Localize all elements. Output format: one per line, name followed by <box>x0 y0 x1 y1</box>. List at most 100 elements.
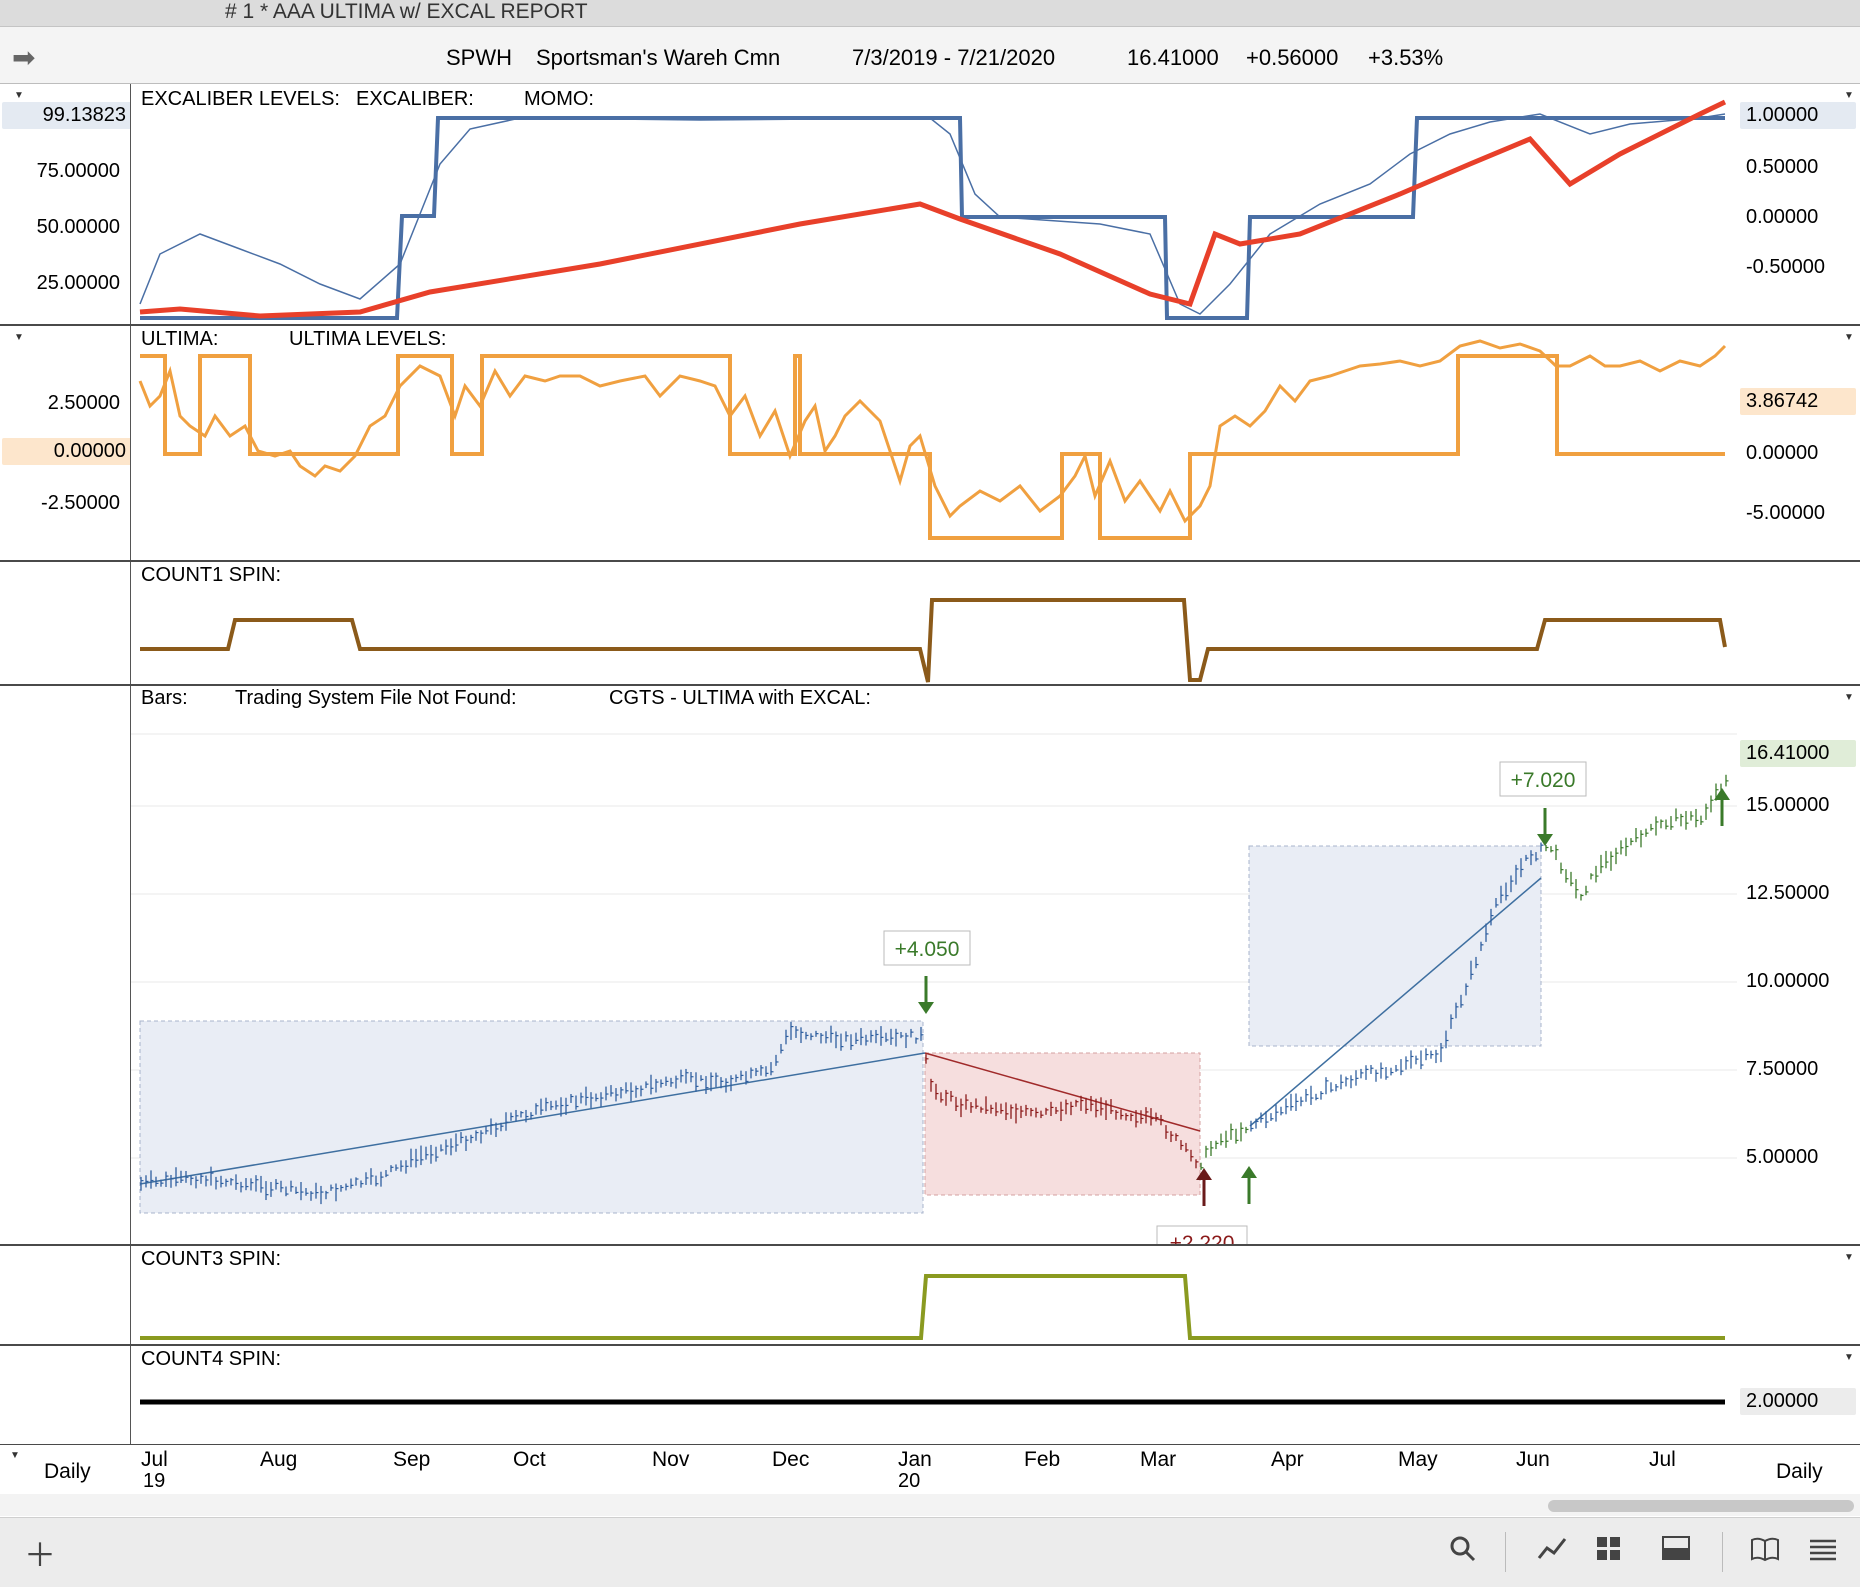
toolbar-separator <box>1722 1532 1723 1572</box>
count4-right-axis: ▼ 2.00000 <box>1738 1346 1860 1444</box>
period-right[interactable]: Daily <box>1776 1460 1823 1483</box>
count3-chart-svg <box>140 1274 1725 1340</box>
price-change-pct: +3.53% <box>1368 45 1444 70</box>
excal-right-tick: 0.00000 <box>1746 206 1819 228</box>
count4-left-axis <box>0 1346 129 1444</box>
trade-arrow-up-1 <box>1196 1168 1212 1206</box>
month-label: Mar <box>1140 1448 1177 1471</box>
collapse-triangle-icon[interactable]: ▼ <box>1844 332 1854 343</box>
collapse-triangle-icon[interactable]: ▼ <box>1844 90 1854 101</box>
count1-spin-line <box>140 598 1727 683</box>
legend-count1: COUNT1 SPIN: <box>141 564 282 586</box>
window-title: # 1 * AAA ULTIMA w/ EXCAL REPORT <box>225 0 588 23</box>
momo-line <box>139 99 1727 319</box>
excal-right-tag: 1.00000 <box>1740 102 1856 129</box>
plus-icon[interactable]: ＋ <box>24 1537 57 1573</box>
time-axis[interactable]: ▼ Daily Jul 19 Aug Sep Oct Nov Dec Jan 2… <box>0 1446 1860 1495</box>
window-titlebar: # 1 * AAA ULTIMA w/ EXCAL REPORT <box>0 0 1860 27</box>
menu-icon[interactable] <box>1808 1536 1838 1569</box>
excal-right-tick: 0.50000 <box>1746 156 1819 178</box>
price-bars <box>140 774 1729 1205</box>
toolbar-separator <box>1505 1532 1506 1572</box>
ultima-line <box>138 339 1727 524</box>
excaliber-levels-line <box>140 116 1725 320</box>
month-label: Oct <box>513 1448 546 1471</box>
symbol-name: Sportsman's Wareh Cmn <box>536 45 781 70</box>
excal-pane[interactable]: ▼ 99.13823 75.00000 50.00000 25.00000 EX… <box>0 84 1860 326</box>
ultima-pane[interactable]: ▼ 2.50000 0.00000 -2.50000 ULTIMA: ULTIM… <box>0 326 1860 562</box>
ultima-left-tick: 2.50000 <box>47 392 120 414</box>
price-change: +0.56000 <box>1246 45 1339 70</box>
count1-pane[interactable]: COUNT1 SPIN: <box>0 562 1860 686</box>
ultima-right-tick: -5.00000 <box>1746 502 1825 524</box>
trade-label-2: +7.020 <box>1511 769 1576 792</box>
legend-excaliber: EXCALIBER: <box>356 88 474 110</box>
grid-icon[interactable] <box>1596 1536 1622 1569</box>
month-label: Jun <box>1516 1448 1550 1471</box>
trade-box-2 <box>924 1052 1201 1196</box>
trade-line-2 <box>924 1052 1201 1132</box>
excal-chart-svg <box>139 99 1727 320</box>
month-label: Feb <box>1024 1448 1061 1471</box>
symbol-ticker[interactable]: SPWH <box>446 45 512 70</box>
count4-plot[interactable]: COUNT4 SPIN: <box>130 1346 1739 1444</box>
ultima-right-tag: 3.86742 <box>1740 388 1856 415</box>
price-chart-svg: +4.050 +7.020 +2.220 <box>131 733 1737 1244</box>
count4-chart-svg <box>140 1399 1725 1405</box>
count1-plot[interactable]: COUNT1 SPIN: <box>130 562 1739 684</box>
horizontal-scrollbar-track[interactable] <box>0 1494 1860 1516</box>
trade-label-3: +2.220 <box>1170 1232 1235 1244</box>
trade-arrow-up-2 <box>1241 1166 1257 1204</box>
excal-right-axis: ▼ 1.00000 0.50000 0.00000 -0.50000 <box>1738 84 1860 324</box>
trade-line-1 <box>139 1052 926 1185</box>
legend-excal-levels: EXCALIBER LEVELS: <box>141 88 340 110</box>
period-left[interactable]: Daily <box>44 1460 91 1483</box>
month-label: Dec <box>772 1448 810 1471</box>
count3-left-axis <box>0 1246 129 1344</box>
price-pane[interactable]: Bars: Trading System File Not Found: CGT… <box>0 686 1860 1246</box>
year-label: 20 <box>898 1470 921 1492</box>
month-label: Sep <box>393 1448 431 1471</box>
chart-line-icon[interactable] <box>1537 1536 1567 1569</box>
ultima-right-axis: ▼ 3.86742 0.00000 -5.00000 <box>1738 326 1860 560</box>
trade-arrow-up-3 <box>1714 788 1730 826</box>
collapse-triangle-icon[interactable]: ▼ <box>14 332 24 343</box>
excal-left-tick: 50.00000 <box>36 216 120 238</box>
search-icon[interactable] <box>1450 1536 1476 1569</box>
collapse-triangle-icon[interactable]: ▼ <box>1844 1252 1854 1263</box>
collapse-triangle-icon[interactable]: ▼ <box>1844 1352 1854 1363</box>
ultima-levels-line <box>140 354 1725 540</box>
ultima-right-tick: 0.00000 <box>1746 442 1819 464</box>
excal-left-axis: ▼ 99.13823 75.00000 50.00000 25.00000 <box>0 84 132 324</box>
horizontal-scrollbar-thumb[interactable] <box>1548 1500 1854 1512</box>
excal-left-tag: 99.13823 <box>2 102 132 129</box>
count1-chart-svg <box>140 598 1727 683</box>
legend-trading-system: Trading System File Not Found: <box>235 687 517 709</box>
count3-spin-line <box>140 1274 1725 1340</box>
month-label: Jul <box>141 1448 168 1471</box>
collapse-triangle-icon[interactable]: ▼ <box>1844 692 1854 703</box>
arrow-right-icon[interactable]: ➡ <box>12 42 36 73</box>
price-left-axis <box>0 686 129 1244</box>
count3-pane[interactable]: COUNT3 SPIN: ▼ <box>0 1246 1860 1346</box>
date-range[interactable]: 7/3/2019 - 7/21/2020 <box>852 45 1056 70</box>
book-icon[interactable] <box>1750 1536 1780 1569</box>
excaliber-line <box>139 113 1726 315</box>
price-right-tick: 10.00000 <box>1746 970 1830 992</box>
legend-count4: COUNT4 SPIN: <box>141 1348 282 1370</box>
collapse-triangle-icon[interactable]: ▼ <box>10 1450 20 1461</box>
last-price: 16.41000 <box>1127 45 1219 70</box>
count3-right-axis: ▼ <box>1738 1246 1860 1344</box>
month-label: May <box>1398 1448 1438 1471</box>
count3-plot[interactable]: COUNT3 SPIN: <box>130 1246 1739 1344</box>
legend-cgts: CGTS - ULTIMA with EXCAL: <box>609 687 871 709</box>
count4-pane[interactable]: COUNT4 SPIN: ▼ 2.00000 <box>0 1346 1860 1445</box>
price-right-tick: 15.00000 <box>1746 794 1830 816</box>
month-label: Jan <box>898 1448 932 1471</box>
price-right-tick: 12.50000 <box>1746 882 1830 904</box>
panel-icon[interactable] <box>1662 1536 1690 1569</box>
collapse-triangle-icon[interactable]: ▼ <box>14 90 24 101</box>
excal-right-tick: -0.50000 <box>1746 256 1825 278</box>
price-right-tick: 5.00000 <box>1746 1146 1819 1168</box>
count1-right-axis <box>1738 562 1860 684</box>
